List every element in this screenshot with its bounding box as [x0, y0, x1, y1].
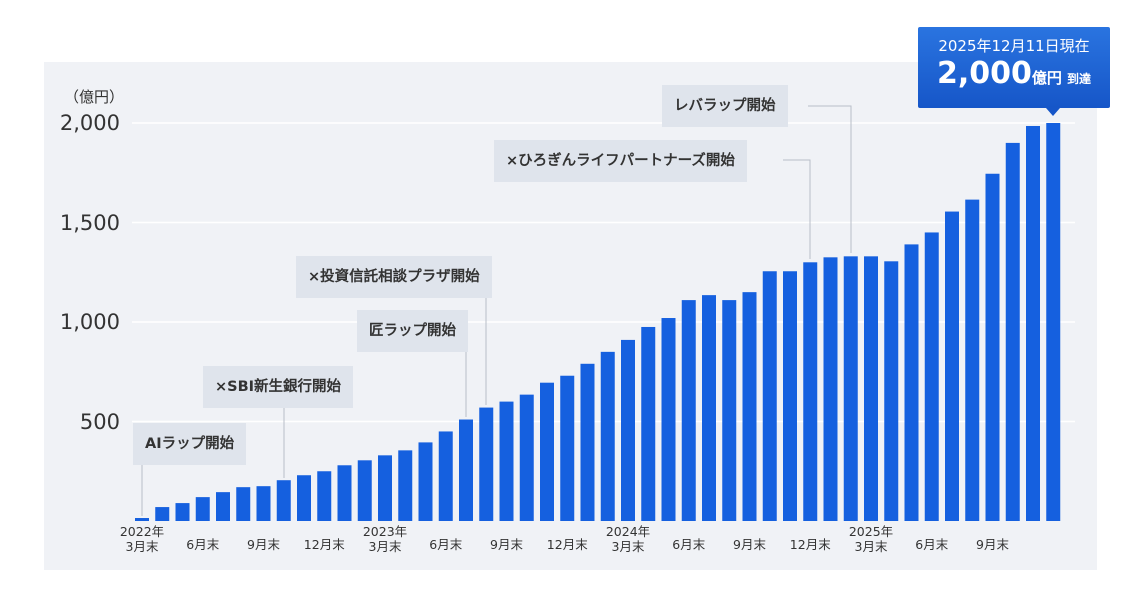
bar: [459, 419, 473, 521]
x-tick-label: 12月末: [303, 537, 345, 552]
badge-suffix: 到達: [1067, 72, 1092, 86]
bar: [216, 492, 230, 521]
bar: [236, 487, 251, 521]
bar: [540, 382, 554, 521]
annotation: ×投資信託相談プラザ開始: [296, 256, 492, 298]
y-tick-label: 2,000: [59, 111, 120, 135]
x-tick-label: 2025年 3月末: [848, 524, 894, 554]
bar: [945, 211, 959, 521]
leader-line: [783, 159, 811, 259]
x-tick-label: 12月末: [546, 537, 588, 552]
bar: [783, 271, 797, 521]
bar: [418, 442, 433, 521]
bar: [438, 431, 453, 521]
bar: [276, 480, 291, 521]
x-tick-label: 9月末: [247, 537, 280, 552]
bar: [499, 401, 514, 521]
badge-pointer: [1046, 108, 1060, 116]
bar: [155, 507, 170, 521]
badge-amount: 2,000: [936, 56, 1032, 91]
bar: [965, 199, 980, 522]
bar: [843, 256, 858, 521]
bar: [398, 450, 413, 521]
bar: [1026, 125, 1040, 522]
bar: [357, 460, 372, 521]
bar: [762, 271, 777, 521]
annotation: ×ひろぎんライフパートナーズ開始: [494, 140, 747, 182]
bar: [742, 292, 757, 521]
y-tick-label: 500: [79, 409, 120, 434]
bar: [560, 375, 575, 521]
bar: [297, 475, 311, 521]
bar: [641, 326, 656, 521]
bar: [378, 455, 392, 521]
bar: [924, 232, 939, 521]
bar: [135, 518, 149, 521]
bar: [864, 256, 878, 521]
x-tick-label: 9月末: [733, 537, 766, 552]
annotation: AIラップ開始: [133, 423, 247, 465]
bar: [702, 295, 716, 521]
bar: [195, 497, 210, 521]
x-tick-label: 6月末: [915, 537, 949, 552]
x-tick-label: 2024年 3月末: [605, 524, 651, 554]
leader-line: [808, 105, 852, 253]
x-tick-label: 9月末: [490, 537, 523, 552]
bar: [621, 339, 635, 521]
badge-date: 2025年12月11日現在: [938, 37, 1090, 55]
bar: [1005, 142, 1020, 521]
x-tick-label: 6月末: [429, 537, 463, 552]
bar: [803, 262, 818, 521]
bar: [479, 407, 494, 521]
x-tick-label: 9月末: [976, 537, 1009, 552]
y-tick-label: 1,500: [59, 210, 120, 235]
bar: [337, 465, 352, 521]
bar: [884, 261, 899, 521]
bar: [661, 318, 676, 521]
bar: [1046, 123, 1061, 521]
y-unit: （億円）: [64, 88, 125, 106]
bar: [600, 351, 615, 521]
x-tick-label: 6月末: [672, 537, 706, 552]
bar: [256, 486, 271, 521]
annotation: レバラップ開始: [662, 85, 788, 127]
y-tick-label: 1,000: [59, 310, 120, 334]
bar: [519, 394, 534, 521]
bar: [722, 300, 737, 521]
bar: [985, 173, 1000, 521]
bar: [580, 363, 595, 521]
annotation: 匠ラップ開始: [357, 310, 468, 352]
x-tick-label: 2023年 3月末: [362, 524, 408, 554]
bar: [317, 471, 332, 521]
annotation: ×SBI新生銀行開始: [203, 366, 354, 408]
bar: [681, 300, 696, 521]
x-tick-label: 6月末: [186, 537, 220, 552]
badge: 2025年12月11日現在 2,000億円 到達: [918, 27, 1110, 108]
badge-unit: 億円: [1031, 69, 1062, 87]
x-tick-label: 12月末: [789, 537, 831, 552]
bar: [904, 244, 919, 521]
bar: [175, 503, 190, 521]
x-tick-label: 2022年 3月末: [119, 524, 165, 554]
bar: [823, 257, 838, 521]
